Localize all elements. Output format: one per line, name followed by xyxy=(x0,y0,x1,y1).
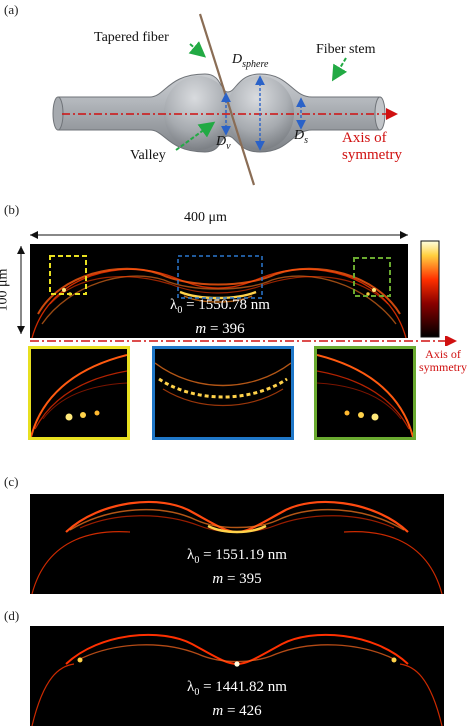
tapered-fiber-label: Tapered fiber xyxy=(94,30,169,45)
mode-caption-b: λ0 = 1550.78 nm m = 396 xyxy=(170,297,270,337)
inset-center-zoom xyxy=(152,346,294,440)
tapered-fiber-pointer xyxy=(188,41,207,58)
height-scale-bar xyxy=(17,246,25,334)
mode-pattern-b xyxy=(31,255,407,338)
width-scale-bar xyxy=(30,231,408,239)
height-scale-label: 100 μm xyxy=(0,268,11,312)
fiber-left-end xyxy=(52,96,64,131)
mode-caption-c: λ0 = 1551.19 nm m = 395 xyxy=(187,547,287,587)
panel-d-label: (d) xyxy=(4,608,20,623)
inset-right-zoom xyxy=(314,346,416,440)
axis-of-symmetry-label-a: Axis of symmetry xyxy=(342,130,402,163)
colorbar xyxy=(420,240,440,338)
bottle-resonator-schematic xyxy=(52,13,398,186)
valley-label: Valley xyxy=(130,148,166,163)
mode-pattern-c xyxy=(31,500,443,594)
axis-of-symmetry-label-b: Axis of symmetry xyxy=(419,347,467,374)
inset-left-zoom xyxy=(28,346,130,440)
panel-b-label: (b) xyxy=(4,202,20,217)
mode-caption-d: λ0 = 1441.82 nm m = 426 xyxy=(187,679,287,719)
fiber-stem-pointer xyxy=(331,57,348,82)
axis-of-symmetry-line-b xyxy=(30,336,457,346)
width-scale-label: 400 μm xyxy=(184,210,227,225)
panel-a-label: (a) xyxy=(4,2,19,17)
panel-c-label: (c) xyxy=(4,474,19,489)
mode-intensity-map-b: λ0 = 1550.78 nm m = 396 xyxy=(30,244,408,338)
mode-intensity-map-d: λ0 = 1441.82 nm m = 426 xyxy=(30,626,444,726)
mode-pattern-d xyxy=(31,633,443,726)
valley-pointer xyxy=(175,121,216,151)
d-v-symbol: Dv xyxy=(216,134,231,152)
mode-intensity-map-c: λ0 = 1551.19 nm m = 395 xyxy=(30,494,444,594)
d-sphere-symbol: Dsphere xyxy=(232,52,269,70)
fiber-stem-label: Fiber stem xyxy=(316,42,376,57)
d-s-symbol: Ds xyxy=(294,128,309,146)
